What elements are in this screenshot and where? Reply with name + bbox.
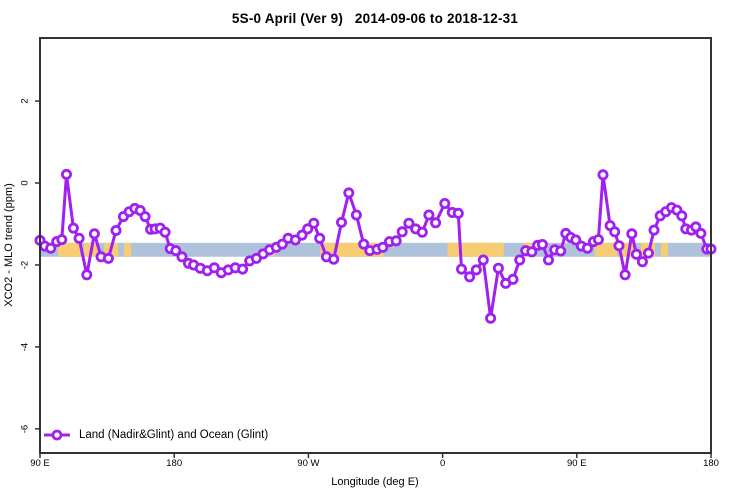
data-point-marker [73,232,85,244]
data-point-marker [102,252,114,264]
data-point-marker [592,234,604,246]
data-point-marker [676,210,688,222]
data-point-marker [390,235,402,247]
chart-title: 5S-0 April (Ver 9) 2014-09-06 to 2018-12… [231,11,519,26]
data-point-marker [343,187,355,199]
data-point-marker [61,168,73,180]
x-tick-label: 90 E [30,458,50,469]
data-point-marker [648,224,660,236]
data-point-marker [630,248,642,260]
data-point-marker [626,228,638,240]
data-point-marker [455,263,467,275]
data-point-marker [507,273,519,285]
data-point-marker [619,269,631,281]
y-axis-title: XCO2 - MLO trend (ppm) [3,183,15,307]
y-tick-label: -2 [19,260,31,270]
data-point-marker [609,226,621,238]
data-point-marker [581,242,593,254]
legend: Land (Nadir&Glint) and Ocean (Glint) [44,427,268,443]
data-point-marker [176,251,188,263]
data-point-marker [45,242,57,254]
data-point-marker [485,312,497,324]
data-point-marker [358,238,370,250]
data-point-marker [208,262,220,274]
data-point-marker [470,264,482,276]
land-band-segment [594,242,617,257]
data-point-marker [328,253,340,265]
data-point-marker [416,226,428,238]
x-axis-title: Longitude (deg E) [331,476,419,488]
legend-line-marker-icon [44,429,70,441]
data-point-marker [56,234,68,246]
x-tick-label: 0 [439,458,446,469]
data-point-marker [308,217,320,229]
land-band-segment [58,242,81,257]
data-point-marker [636,256,648,268]
y-tick-label: -4 [19,342,31,352]
data-point-marker [335,216,347,228]
data-point-marker [110,224,122,236]
data-point-marker [88,228,100,240]
y-tick-label: 0 [19,180,31,186]
data-point-marker [159,226,171,238]
legend-label: Land (Nadir&Glint) and Ocean (Glint) [79,429,269,441]
data-point-marker [526,246,538,258]
data-point-marker [237,263,249,275]
plot-frame [39,37,712,454]
data-point-marker [464,271,476,283]
x-tick-label: 90 E [567,458,587,469]
data-point-marker [139,211,151,223]
data-point-marker [695,227,707,239]
data-point-marker [643,247,655,259]
data-point-marker [613,240,625,252]
data-point-marker [423,209,435,221]
data-point-marker [452,207,464,219]
data-point-marker [439,197,451,209]
data-point-marker [514,254,526,266]
data-point-marker [430,217,442,229]
data-point-marker [314,232,326,244]
data-point-marker [396,226,408,238]
data-point-marker [597,169,609,181]
x-tick-label: 90 W [297,458,320,469]
data-point-marker [403,217,415,229]
land-band-segment [447,242,504,257]
data-point-marker [536,238,548,250]
data-point-marker [81,269,93,281]
data-point-marker [477,254,489,266]
y-tick-label: -6 [19,424,31,434]
land-band-segment [124,242,132,257]
land-band-segment [660,242,668,257]
x-tick-label: 180 [166,458,183,469]
data-point-marker [350,209,362,221]
y-tick-label: 2 [19,98,31,104]
data-point-marker [170,245,182,257]
x-tick-label: 180 [703,458,719,469]
data-point-marker [377,241,389,253]
data-point-marker [492,262,504,274]
data-point-marker [555,245,567,257]
data-point-marker [543,254,555,266]
data-point-marker [67,222,79,234]
